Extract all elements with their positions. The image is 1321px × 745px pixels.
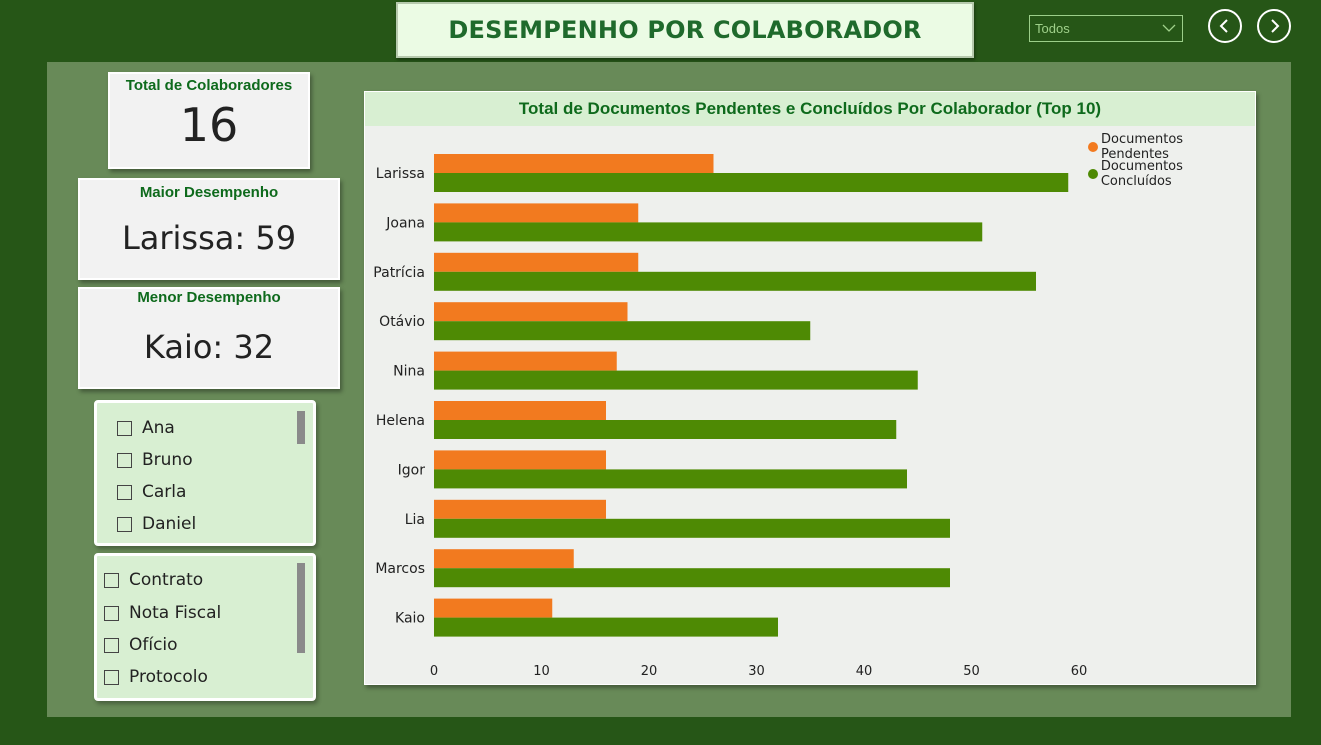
chart-header: Total de Documentos Pendentes e Concluíd…: [365, 92, 1255, 126]
slicer-item-label: Contrato: [129, 570, 204, 590]
document-type-slicer: Contrato Nota Fiscal Ofício Protocolo: [94, 553, 316, 701]
slicer-scrollbar[interactable]: [297, 411, 305, 444]
checkbox[interactable]: [117, 516, 132, 532]
filter-dropdown[interactable]: Todos: [1029, 15, 1183, 42]
best-performance-label: Maior Desempenho: [139, 184, 279, 201]
y-tick-label: Kaio: [395, 611, 425, 627]
slicer-item-daniel[interactable]: Daniel: [117, 514, 196, 534]
y-tick-label: Igor: [398, 462, 426, 478]
checkbox[interactable]: [117, 484, 132, 500]
legend-item-pending[interactable]: Documentos Pendentes: [1088, 132, 1255, 162]
y-tick-label: Larissa: [376, 166, 425, 182]
bar-pending[interactable]: [434, 302, 628, 322]
y-tick-label: Nina: [393, 364, 425, 380]
x-tick-label: 0: [430, 664, 438, 679]
x-tick-label: 40: [856, 664, 873, 679]
bar-pending[interactable]: [434, 549, 574, 569]
checkbox[interactable]: [104, 572, 119, 588]
bar-done[interactable]: [434, 370, 918, 390]
total-collaborators-card: Total de Colaboradores 16: [108, 72, 310, 169]
slicer-item-label: Carla: [142, 482, 187, 502]
slicer-scrollbar[interactable]: [297, 563, 305, 653]
collaborator-slicer: Ana Bruno Carla Daniel: [94, 400, 316, 546]
y-tick-label: Otávio: [379, 314, 425, 330]
legend-dot: [1088, 169, 1098, 179]
bar-done[interactable]: [434, 271, 1036, 291]
chevron-down-icon: [1162, 24, 1176, 32]
y-tick-label: Helena: [376, 413, 425, 429]
bar-done[interactable]: [434, 469, 907, 489]
x-tick-label: 20: [641, 664, 658, 679]
legend-item-done[interactable]: Documentos Concluídos: [1088, 159, 1255, 189]
total-collaborators-value: 16: [179, 98, 239, 152]
slicer-item-label: Protocolo: [129, 667, 208, 687]
bar-pending[interactable]: [434, 154, 714, 173]
checkbox[interactable]: [117, 452, 132, 468]
slicer-item-protocolo[interactable]: Protocolo: [104, 667, 208, 687]
bar-chart-card: Total de Documentos Pendentes e Concluíd…: [364, 91, 1256, 685]
page-title-box: DESEMPENHO POR COLABORADOR: [396, 2, 974, 58]
slicer-item-label: Ofício: [129, 635, 178, 655]
bar-pending[interactable]: [434, 252, 639, 272]
chart-title: Total de Documentos Pendentes e Concluíd…: [518, 99, 1102, 118]
bar-done[interactable]: [434, 222, 983, 242]
slicer-item-label: Daniel: [142, 514, 197, 534]
checkbox[interactable]: [104, 637, 119, 653]
slicer-item-nota-fiscal[interactable]: Nota Fiscal: [104, 603, 221, 623]
slicer-item-bruno[interactable]: Bruno: [117, 450, 193, 470]
slicer-item-label: Bruno: [142, 450, 193, 470]
bar-chart: Larissa Joana Patrícia Otávio Nina Helena Igor…: [373, 154, 1088, 679]
x-tick-label: 50: [963, 664, 980, 679]
slicer-item-label: Ana: [142, 418, 175, 438]
filter-dropdown-value: Todos: [1035, 21, 1070, 36]
checkbox[interactable]: [117, 420, 132, 436]
worst-performance-card: Menor Desempenho Kaio: 32: [78, 287, 340, 389]
chevron-left-icon: [1219, 19, 1228, 33]
legend-dot: [1088, 142, 1098, 152]
slicer-item-label: Nota Fiscal: [129, 603, 222, 623]
bar-pending[interactable]: [434, 598, 553, 618]
bar-pending[interactable]: [434, 401, 606, 420]
y-tick-label: Joana: [385, 215, 425, 231]
legend-label: Documentos Concluídos: [1100, 159, 1183, 189]
y-tick-label: Marcos: [375, 561, 425, 577]
bar-pending[interactable]: [434, 351, 617, 371]
bar-done[interactable]: [434, 617, 778, 637]
x-tick-label: 30: [748, 664, 765, 679]
bar-done[interactable]: [434, 568, 950, 588]
slicer-item-contrato[interactable]: Contrato: [104, 570, 203, 590]
chevron-right-icon: [1271, 19, 1280, 33]
bar-pending[interactable]: [434, 203, 639, 223]
slicer-item-oficio[interactable]: Ofício: [104, 635, 178, 655]
bar-pending[interactable]: [434, 450, 606, 470]
slicer-item-carla[interactable]: Carla: [117, 482, 186, 502]
x-tick-label: 10: [533, 664, 550, 679]
bar-done[interactable]: [434, 321, 811, 341]
bar-pending[interactable]: [434, 499, 606, 519]
bar-done[interactable]: [434, 173, 1069, 192]
y-tick-label: Lia: [405, 512, 425, 528]
previous-page-button[interactable]: [1208, 9, 1242, 43]
legend-label: Documentos Pendentes: [1100, 132, 1184, 162]
y-tick-label: Patrícia: [373, 265, 425, 281]
slicer-item-ana[interactable]: Ana: [117, 418, 175, 438]
next-page-button[interactable]: [1257, 9, 1291, 43]
total-collaborators-label: Total de Colaboradores: [125, 77, 293, 94]
checkbox[interactable]: [104, 669, 119, 685]
page-title: DESEMPENHO POR COLABORADOR: [448, 16, 922, 44]
worst-performance-value: Kaio: 32: [143, 328, 275, 366]
best-performance-value: Larissa: 59: [121, 219, 297, 257]
bar-done[interactable]: [434, 518, 950, 538]
x-tick-label: 60: [1071, 664, 1088, 679]
checkbox[interactable]: [104, 605, 119, 621]
bar-done[interactable]: [434, 420, 897, 439]
best-performance-card: Maior Desempenho Larissa: 59: [78, 178, 340, 280]
worst-performance-label: Menor Desempenho: [137, 289, 281, 306]
